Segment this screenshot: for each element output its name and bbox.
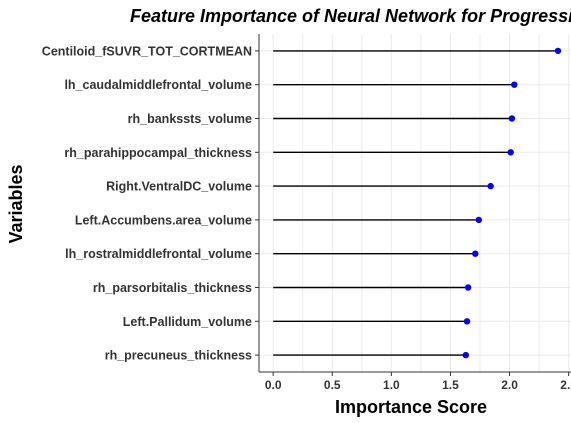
x-tick-label: 1.5 [442,378,459,392]
lollipop-point [463,318,471,325]
y-tick-label: rh_parsorbitalis_thickness [93,281,252,295]
lollipop-point [508,115,516,122]
y-tick-label: Left.Pallidum_volume [123,315,252,329]
label-layer: 0.0 0.5 1.0 1.5 2.0 2.5 Centiloid_fSUVR_TOT_CO… [42,44,571,392]
x-axis-title: Importance Score [335,397,487,417]
lollipop-point [462,351,470,359]
x-tick-label: 0.0 [265,378,282,392]
x-tick-label: 0.5 [324,378,341,392]
lollipop-point [507,149,514,156]
y-axis-title: Variables [6,164,26,243]
lollipop-point [487,182,494,190]
chart-title: Feature Importance of Neural Network for… [130,6,571,26]
lollipop-point [475,216,483,224]
y-tick-label: lh_caudalmiddlefrontal_volume [64,78,252,92]
lollipop-point [554,47,562,55]
axis-layer [255,34,571,376]
marks-layer [273,47,562,359]
y-tick-label: rh_parahippocampal_thickness [64,146,252,160]
y-tick-label: rh_precuneus_thickness [105,349,252,363]
lollipop-point [511,81,518,88]
x-tick-label: 1.0 [383,378,400,392]
y-tick-label: Right.VentralDC_volume [106,180,252,194]
y-tick-label: rh_bankssts_volume [128,112,252,126]
y-tick-label: lh_rostralmiddlefrontal_volume [65,247,252,261]
x-tick-label: 2.0 [501,378,518,392]
y-tick-label: Centiloid_fSUVR_TOT_CORTMEAN [42,44,252,58]
lollipop-point [472,250,479,257]
y-tick-label: Left.Accumbens.area_volume [75,213,252,227]
lollipop-point [464,284,472,291]
x-tick-label: 2.5 [560,378,571,392]
